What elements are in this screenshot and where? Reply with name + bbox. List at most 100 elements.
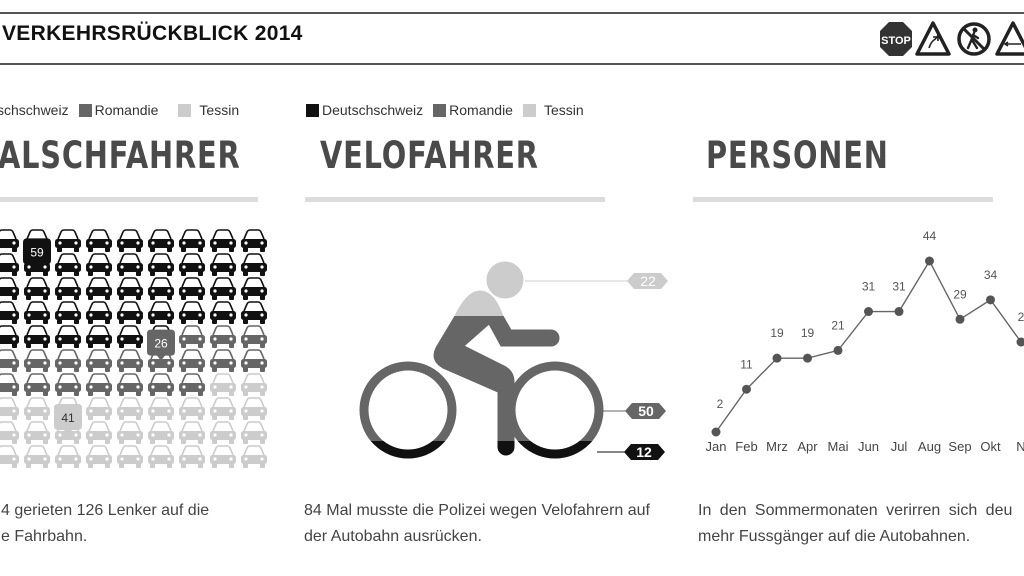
car-icon-tessin	[24, 445, 50, 468]
data-label-tessin: 41	[54, 404, 82, 435]
legend-swatch-deutschschweiz	[306, 103, 319, 117]
car-icon-romandie	[210, 325, 236, 348]
car-icon-deutschschweiz	[24, 325, 50, 348]
data-point-jan	[711, 427, 721, 437]
car-icon-deutschschweiz	[0, 301, 19, 324]
car-icon-deutschschweiz	[210, 277, 236, 300]
car-icon-deutschschweiz	[241, 301, 267, 324]
x-tick-label: Mai	[828, 439, 849, 454]
legend-velofahrer: Deutschschweiz Romandie Tessin	[306, 102, 594, 118]
badge-romandie: 50	[625, 403, 666, 419]
car-icon-romandie	[55, 373, 81, 396]
data-label: 19	[801, 326, 815, 340]
legend-swatch-tessin	[522, 103, 536, 117]
car-icon-deutschschweiz	[86, 301, 112, 324]
car-icon-romandie	[179, 373, 205, 396]
data-point-sep	[955, 314, 965, 324]
data-label: 31	[862, 280, 876, 294]
car-icon-tessin	[117, 445, 143, 468]
car-icon-romandie	[0, 349, 19, 372]
description-falschfahrer: 4 gerieten 126 Lenker auf die e Fahrbahn…	[1, 502, 210, 545]
car-icon-deutschschweiz	[148, 301, 174, 324]
car-pictogram-chart: 59 26 41	[0, 229, 267, 468]
car-icon-romandie	[0, 373, 19, 396]
car-icon-romandie	[179, 325, 205, 348]
car-icon-romandie	[86, 373, 112, 396]
car-icon-romandie	[241, 349, 267, 372]
car-icon-tessin	[86, 421, 112, 444]
legend-swatch-romandie	[433, 103, 447, 117]
car-icon-deutschschweiz	[55, 277, 81, 300]
badge-deutschschweiz: 12	[624, 444, 665, 460]
data-label: 19	[770, 326, 784, 340]
legend-item-romandie: Romandie	[78, 102, 158, 118]
car-icon-tessin	[148, 421, 174, 444]
section-rule-personen	[693, 197, 993, 202]
car-icon-deutschschweiz	[117, 253, 143, 276]
data-label: 29	[953, 287, 967, 301]
legend-item-deutschschweiz: Deutschschweiz	[306, 102, 423, 118]
car-icon-deutschschweiz	[179, 253, 205, 276]
personen-line-chart: 2 Jan 11 Feb 19 Mrz 19 Apr 21 Mai 31 Jun 31 Jul 44 Aug 2…	[706, 230, 1024, 454]
x-tick-label: Sep	[948, 439, 971, 454]
legend-falschfahrer: schschweiz Romandie Tessin	[0, 102, 249, 118]
badge-tessin: 22	[627, 273, 668, 289]
car-icon-tessin	[241, 445, 267, 468]
data-label: 31	[892, 280, 906, 294]
car-icon-romandie	[148, 373, 174, 396]
car-icon-deutschschweiz	[117, 277, 143, 300]
car-icon-deutschschweiz	[241, 253, 267, 276]
data-label-text: 41	[61, 411, 75, 425]
header-bottom-rule	[0, 63, 1024, 65]
car-icon-deutschschweiz	[24, 277, 50, 300]
car-icon-deutschschweiz	[86, 229, 112, 252]
section-rule-velofahrer	[305, 197, 605, 202]
data-label: 2	[717, 397, 724, 411]
car-icon-deutschschweiz	[210, 229, 236, 252]
car-icon-tessin	[241, 421, 267, 444]
car-icon-tessin	[0, 445, 19, 468]
x-tick-label: Jul	[891, 439, 908, 454]
car-icon-deutschschweiz	[55, 301, 81, 324]
data-point-mrz	[772, 353, 782, 363]
x-tick-label: N	[1016, 439, 1024, 454]
car-icon-deutschschweiz	[179, 229, 205, 252]
traffic-signs: STOP	[880, 21, 1024, 56]
data-label: 11	[740, 357, 753, 371]
x-tick-label: Jan	[706, 439, 727, 454]
data-point-aug	[925, 256, 934, 266]
x-tick-label: Mrz	[766, 439, 788, 454]
car-icon-deutschschweiz	[0, 229, 19, 252]
section-rule-falschfahrer	[0, 197, 258, 202]
car-icon-deutschschweiz	[148, 253, 174, 276]
data-point-okt	[986, 295, 995, 305]
data-label-romandie: 26	[147, 329, 175, 361]
legend-item-romandie: Romandie	[433, 102, 513, 118]
car-icon-deutschschweiz	[86, 325, 112, 348]
car-icon-deutschschweiz	[179, 301, 205, 324]
data-point-jul	[894, 307, 904, 317]
car-icon-romandie	[24, 349, 50, 372]
data-label: 34	[984, 268, 998, 282]
legend-item-tessin: Tessin	[522, 102, 584, 118]
car-icon-tessin	[210, 373, 236, 396]
description-personen: In den Sommermonaten verirren sich deu m…	[698, 502, 1013, 545]
x-tick-label: Jun	[858, 439, 879, 454]
car-icon-tessin	[0, 421, 19, 444]
car-icon-deutschschweiz	[86, 253, 112, 276]
section-title-velofahrer: VELOFAHRER	[320, 134, 539, 177]
svg-text:50: 50	[638, 403, 654, 419]
x-tick-label: Aug	[918, 439, 941, 454]
data-point-n	[1016, 337, 1024, 347]
car-icon-tessin	[210, 397, 236, 420]
car-icon-deutschschweiz	[55, 325, 81, 348]
car-icon-tessin	[210, 421, 236, 444]
data-point-jun	[864, 307, 873, 317]
car-icon-tessin	[179, 421, 205, 444]
car-icon-deutschschweiz	[0, 253, 19, 276]
legend-swatch-romandie	[78, 103, 92, 117]
car-icon-tessin	[24, 397, 50, 420]
car-icon-deutschschweiz	[117, 325, 143, 348]
car-icon-tessin	[179, 397, 205, 420]
car-icon-tessin	[117, 397, 143, 420]
